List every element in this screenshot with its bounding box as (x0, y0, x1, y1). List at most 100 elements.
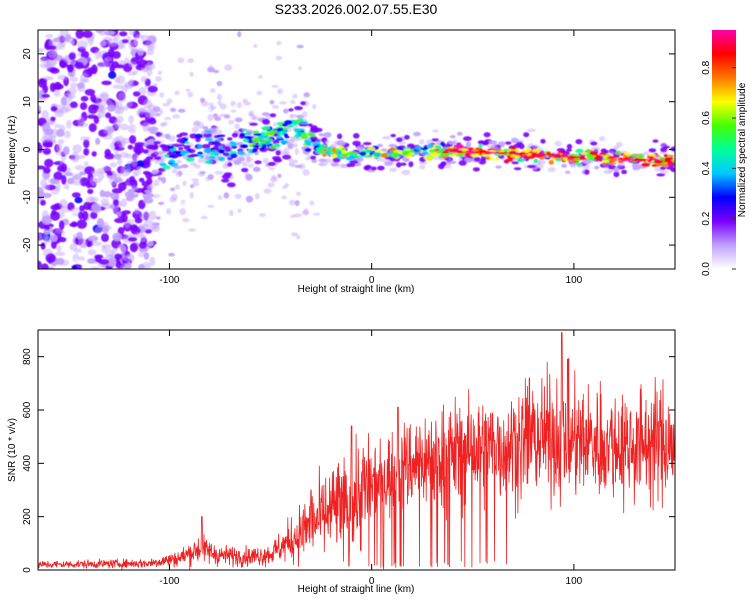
spectrogram-cell (261, 112, 271, 116)
spectrogram-cell (42, 167, 51, 174)
spectrogram-cell (292, 121, 299, 126)
spectrogram-cell (404, 134, 410, 140)
spectrogram-cell (134, 217, 143, 224)
spectrogram-cell (260, 131, 266, 135)
spectrogram-cell (127, 71, 136, 76)
spectrogram-cell (279, 101, 287, 105)
spectrogram-cell (87, 188, 94, 194)
spectrogram-cell (294, 106, 303, 111)
spectrogram-cell (153, 141, 161, 145)
spectrogram-cell (38, 232, 43, 242)
spectrogram-cell (234, 117, 243, 123)
spectrogram-cell (217, 195, 223, 201)
spectrogram-cell (187, 58, 194, 63)
spectrogram-cell (135, 47, 144, 55)
spectrogram-cell (663, 145, 670, 149)
spectrogram-cell (208, 65, 214, 72)
spectrogram-cell (90, 266, 100, 269)
snr-y-tick-label: 400 (22, 455, 33, 472)
spectrogram-cell (96, 218, 105, 228)
spectrogram-cell (175, 171, 183, 177)
spectrogram-cell (302, 169, 310, 176)
spectrogram-cell (177, 108, 186, 113)
snr-y-ticks: 0 200 400 600 800 (22, 348, 675, 573)
spectrogram-cell (159, 92, 165, 98)
spectrogram-cell (212, 69, 220, 74)
spectrogram-cell (177, 57, 185, 63)
spectrogram-cell (219, 113, 227, 118)
spectrogram-cell (599, 152, 607, 156)
spectrogram-cell (643, 151, 650, 156)
spectrogram-cell (340, 153, 349, 157)
spectrogram-cell (68, 38, 75, 46)
spectrogram-cell (94, 49, 101, 60)
spectrogram-cell (68, 209, 80, 215)
spectrogram-cell (41, 215, 52, 225)
spectrogram-cell (87, 114, 98, 119)
spectrogram-cell (265, 140, 272, 144)
spectrogram-cell (239, 132, 246, 137)
snr-y-tick-label: 600 (22, 401, 33, 418)
spectrogram-cell (242, 138, 249, 143)
spectrogram-cell (161, 176, 167, 184)
spectrogram-cell (530, 153, 539, 157)
spectrogram-cell (174, 90, 180, 96)
spectrogram-cell (403, 158, 410, 163)
spectrogram-cell (537, 155, 544, 158)
spectrogram-cell (294, 164, 303, 168)
spectrogram-cell (170, 148, 176, 152)
spectrogram-cell (48, 49, 57, 59)
spectrogram-cell (140, 211, 151, 220)
spectrogram-cell (332, 157, 341, 163)
spectrogram-cell (241, 128, 248, 131)
spectrogram-cell (527, 164, 537, 169)
spectrogram-y-tick-label: -20 (22, 237, 33, 252)
spectrogram-cell (634, 157, 640, 160)
spectrogram-cell (104, 153, 115, 160)
spectrogram-cell (74, 165, 86, 171)
spectrogram-cell (39, 63, 49, 69)
spectrogram-cell (463, 136, 472, 142)
spectrogram-cell (464, 157, 473, 163)
spectrogram-cell (187, 91, 194, 98)
spectrogram-cell (116, 75, 125, 85)
spectrogram-y-tick-label: 10 (22, 96, 33, 108)
spectrogram-cell (575, 162, 582, 166)
spectrogram-cell (456, 131, 463, 136)
spectrogram-cell (557, 154, 566, 158)
spectrogram-cell (152, 106, 161, 113)
spectrogram-y-tick-label: 20 (22, 48, 33, 60)
spectrogram-cell (87, 258, 97, 264)
spectrogram-cell (254, 136, 260, 140)
spectrogram-cell (40, 31, 48, 36)
spectrogram-cell (485, 156, 491, 161)
colorbar-label: Normalized spectral amplitude (737, 82, 748, 217)
spectrogram-cell (162, 165, 171, 170)
spectrogram-cell (136, 160, 145, 168)
spectrogram-cell (88, 123, 97, 133)
spectrogram-cell (246, 157, 254, 163)
spectrogram-cell (109, 162, 118, 168)
spectrogram-cell (168, 252, 176, 257)
spectrogram-cell (532, 148, 537, 154)
spectrogram-cell (83, 139, 90, 149)
spectrogram-cell (287, 131, 293, 136)
spectrogram-cell (55, 228, 62, 234)
spectrogram-cell (387, 153, 393, 157)
spectrogram-cell (147, 139, 156, 144)
spectrogram-cell (455, 144, 464, 150)
spectrogram-cell (292, 93, 298, 99)
spectrogram-cell (115, 64, 125, 69)
spectrogram-cell (54, 123, 61, 128)
spectrogram-cell (389, 167, 398, 172)
spectrogram-cell (140, 233, 147, 243)
spectrogram-cell (53, 171, 63, 181)
spectrogram-cell (50, 106, 58, 112)
spectrogram-cell (75, 30, 84, 39)
spectrogram-cell (448, 150, 457, 153)
spectrogram-cell (269, 113, 277, 118)
spectrogram-cell (204, 137, 213, 142)
spectrogram-cell (274, 65, 280, 70)
spectrogram-cell (478, 158, 487, 165)
spectrogram-cell (57, 74, 68, 81)
